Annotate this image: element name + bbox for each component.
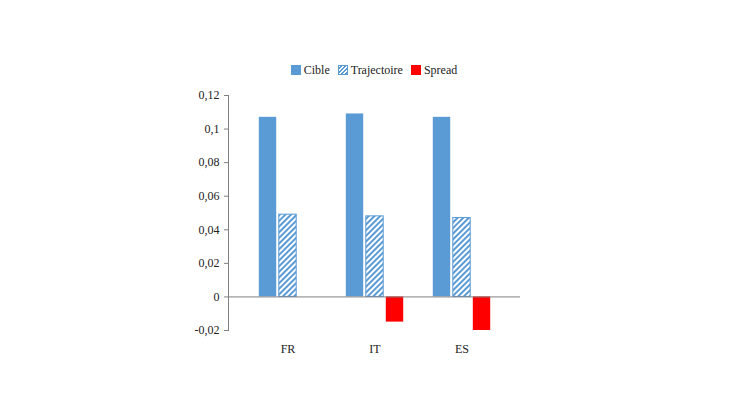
svg-text:0,02: 0,02 <box>199 256 220 270</box>
svg-text:IT: IT <box>369 342 381 356</box>
svg-text:ES: ES <box>455 342 469 356</box>
svg-text:0: 0 <box>214 290 220 304</box>
svg-text:FR: FR <box>281 342 296 356</box>
html-text:Cible: Cible <box>303 62 330 77</box>
svg-text:0,08: 0,08 <box>199 155 220 169</box>
html-text:Trajectoire: Trajectoire <box>350 62 403 77</box>
html-text:Spread: Spread <box>423 62 458 77</box>
svg-text:-0,02: -0,02 <box>195 323 220 337</box>
svg-text:0,1: 0,1 <box>205 122 220 136</box>
svg-text:0,12: 0,12 <box>199 88 220 102</box>
svg-text:0,04: 0,04 <box>199 223 220 237</box>
svg-text:0,06: 0,06 <box>199 189 220 203</box>
